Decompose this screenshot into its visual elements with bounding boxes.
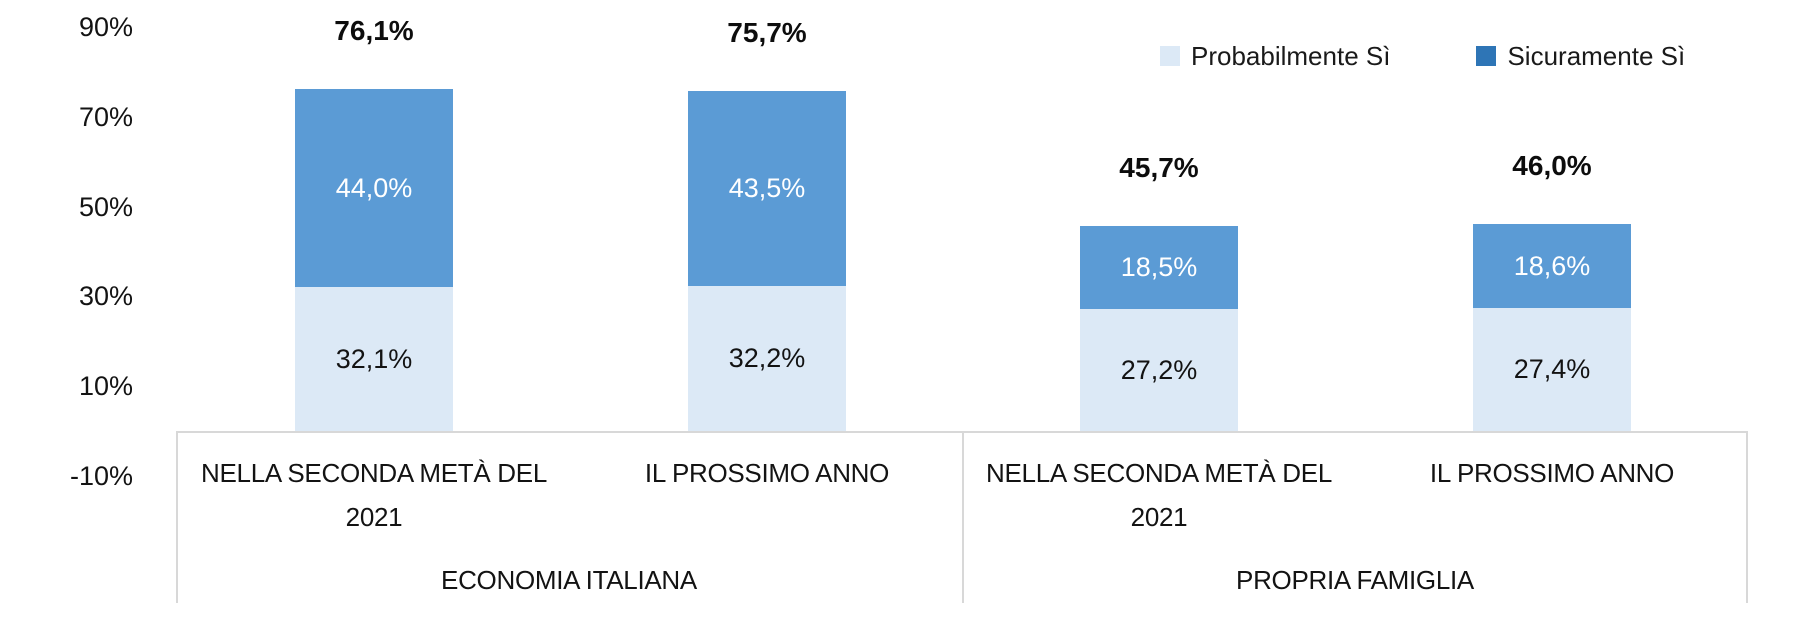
bar-total-label: 46,0% [1512, 150, 1592, 181]
stacked-bar: 44,0% 32,1% [295, 89, 453, 431]
bar-segment-sicuramente-si: 44,0% [295, 89, 453, 287]
bar-segment-probabilmente-si: 27,4% [1473, 308, 1631, 431]
stacked-bar: 18,5% 27,2% [1080, 226, 1238, 431]
category-divider-line [962, 431, 964, 603]
y-axis-tick-label: -10% [69, 460, 133, 491]
stacked-bar: 18,6% 27,4% [1473, 224, 1631, 431]
bar-segment-sicuramente-si: 18,5% [1080, 226, 1238, 309]
stacked-bar: 43,5% 32,2% [688, 91, 846, 431]
bar-total-label: 75,7% [727, 17, 807, 48]
category-label: NELLA SECONDA METÀ DEL 2021 [986, 458, 1332, 532]
category-group-label: PROPRIA FAMIGLIA [1236, 565, 1474, 595]
bar-segment-probabilmente-si: 27,2% [1080, 309, 1238, 431]
category-label: IL PROSSIMO ANNO [644, 458, 890, 488]
legend-item-probabilmente-si: Probabilmente Sì [1160, 41, 1390, 72]
bar-segment-probabilmente-si: 32,1% [295, 287, 453, 431]
legend-label: Sicuramente Sì [1507, 40, 1686, 71]
legend-swatch-light-blue-icon [1160, 46, 1180, 66]
bar-segment-sicuramente-si: 18,6% [1473, 224, 1631, 308]
y-axis-tick-label: 50% [78, 191, 133, 222]
bar-total-label: 45,7% [1119, 152, 1199, 183]
bar-total-label: 76,1% [334, 15, 414, 46]
bar-segment-probabilmente-si: 32,2% [688, 286, 846, 431]
y-axis-tick-label: 90% [78, 11, 133, 42]
legend-label: Probabilmente Sì [1191, 40, 1391, 71]
y-axis-tick-label: 70% [78, 101, 133, 132]
chart-legend: Probabilmente Sì Sicuramente Sì [1160, 36, 1685, 76]
legend-swatch-dark-blue-icon [1476, 46, 1497, 66]
legend-item-sicuramente-si: Sicuramente Sì [1476, 41, 1685, 72]
y-axis-tick-label: 30% [78, 281, 133, 312]
category-label: NELLA SECONDA METÀ DEL 2021 [201, 458, 547, 532]
category-group-label: ECONOMIA ITALIANA [441, 565, 697, 595]
category-divider-line [1746, 431, 1748, 603]
category-label: IL PROSSIMO ANNO [1429, 458, 1675, 488]
bar-segment-sicuramente-si: 43,5% [688, 91, 846, 286]
y-axis-tick-label: 10% [78, 371, 133, 402]
category-divider-line [176, 431, 178, 603]
